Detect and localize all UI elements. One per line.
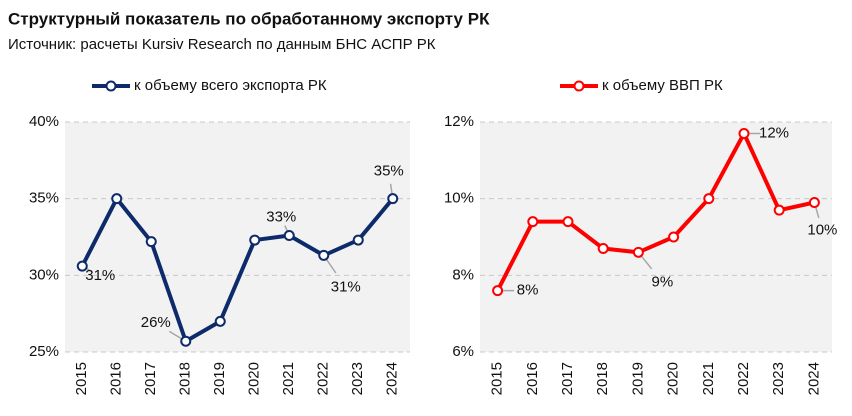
point bbox=[597, 243, 609, 254]
point bbox=[318, 249, 330, 261]
x-tick-label: 2015 bbox=[489, 362, 506, 395]
point bbox=[632, 246, 644, 258]
data-label: 31% bbox=[85, 267, 115, 284]
point bbox=[249, 234, 261, 246]
point bbox=[145, 236, 157, 248]
title: Структурный показатель по обработанному … bbox=[8, 9, 490, 28]
point bbox=[492, 285, 504, 297]
data-label: 33% bbox=[266, 208, 296, 225]
point bbox=[111, 193, 123, 205]
point bbox=[180, 335, 192, 347]
x-tick-label: 2018 bbox=[177, 362, 194, 395]
x-tick-label: 2024 bbox=[805, 362, 822, 395]
data-label: 31% bbox=[331, 278, 361, 295]
y-tick-label: 10% bbox=[444, 190, 474, 207]
x-tick-label: 2021 bbox=[700, 362, 717, 395]
x-tick-label: 2021 bbox=[280, 362, 297, 395]
point bbox=[352, 234, 364, 246]
x-tick-label: 2016 bbox=[524, 362, 541, 395]
y-tick-label: 12% bbox=[444, 113, 474, 130]
data-label: 35% bbox=[374, 163, 404, 180]
x-tick-label: 2020 bbox=[665, 362, 682, 395]
plot-area bbox=[65, 122, 410, 352]
y-tick-label: 25% bbox=[29, 343, 59, 360]
x-tick-label: 2022 bbox=[735, 362, 752, 395]
legend-marker bbox=[573, 80, 585, 92]
point bbox=[527, 216, 539, 228]
subtitle: Источник: расчеты Kursiv Research по дан… bbox=[8, 36, 436, 53]
data-label: 8% bbox=[517, 282, 539, 299]
legend-label: к объему ВВП РК bbox=[602, 77, 723, 94]
data-label: 26% bbox=[141, 314, 171, 331]
x-tick-label: 2024 bbox=[384, 362, 401, 395]
x-tick-label: 2018 bbox=[594, 362, 611, 395]
y-tick-label: 40% bbox=[29, 113, 59, 130]
point bbox=[562, 216, 574, 228]
x-tick-label: 2017 bbox=[559, 362, 576, 395]
point bbox=[214, 315, 226, 327]
x-tick-label: 2019 bbox=[211, 362, 228, 395]
legend-label: к объему всего экспорта РК bbox=[134, 77, 327, 94]
x-tick-label: 2016 bbox=[108, 362, 125, 395]
line bbox=[80, 196, 395, 344]
point bbox=[668, 231, 680, 243]
x-tick-label: 2022 bbox=[315, 362, 332, 395]
x-tick-label: 2017 bbox=[142, 362, 159, 395]
line bbox=[495, 131, 815, 292]
y-tick-label: 6% bbox=[452, 343, 474, 360]
point bbox=[808, 197, 820, 208]
point bbox=[773, 204, 785, 216]
x-tick-label: 2019 bbox=[629, 362, 646, 395]
y-tick-label: 30% bbox=[29, 266, 59, 283]
data-label: 9% bbox=[652, 273, 674, 290]
plot-area bbox=[480, 122, 832, 352]
x-tick-label: 2023 bbox=[770, 362, 787, 395]
x-tick-label: 2020 bbox=[246, 362, 263, 395]
point bbox=[283, 229, 295, 241]
x-tick-label: 2023 bbox=[349, 362, 366, 395]
point bbox=[738, 128, 750, 139]
point bbox=[76, 260, 88, 272]
y-tick-label: 35% bbox=[29, 190, 59, 207]
x-tick-label: 2015 bbox=[73, 362, 90, 395]
data-label: 10% bbox=[807, 221, 837, 238]
legend-marker bbox=[105, 80, 117, 92]
point bbox=[387, 193, 399, 205]
y-tick-label: 8% bbox=[452, 266, 474, 283]
point bbox=[703, 193, 715, 205]
data-label: 12% bbox=[759, 124, 789, 141]
